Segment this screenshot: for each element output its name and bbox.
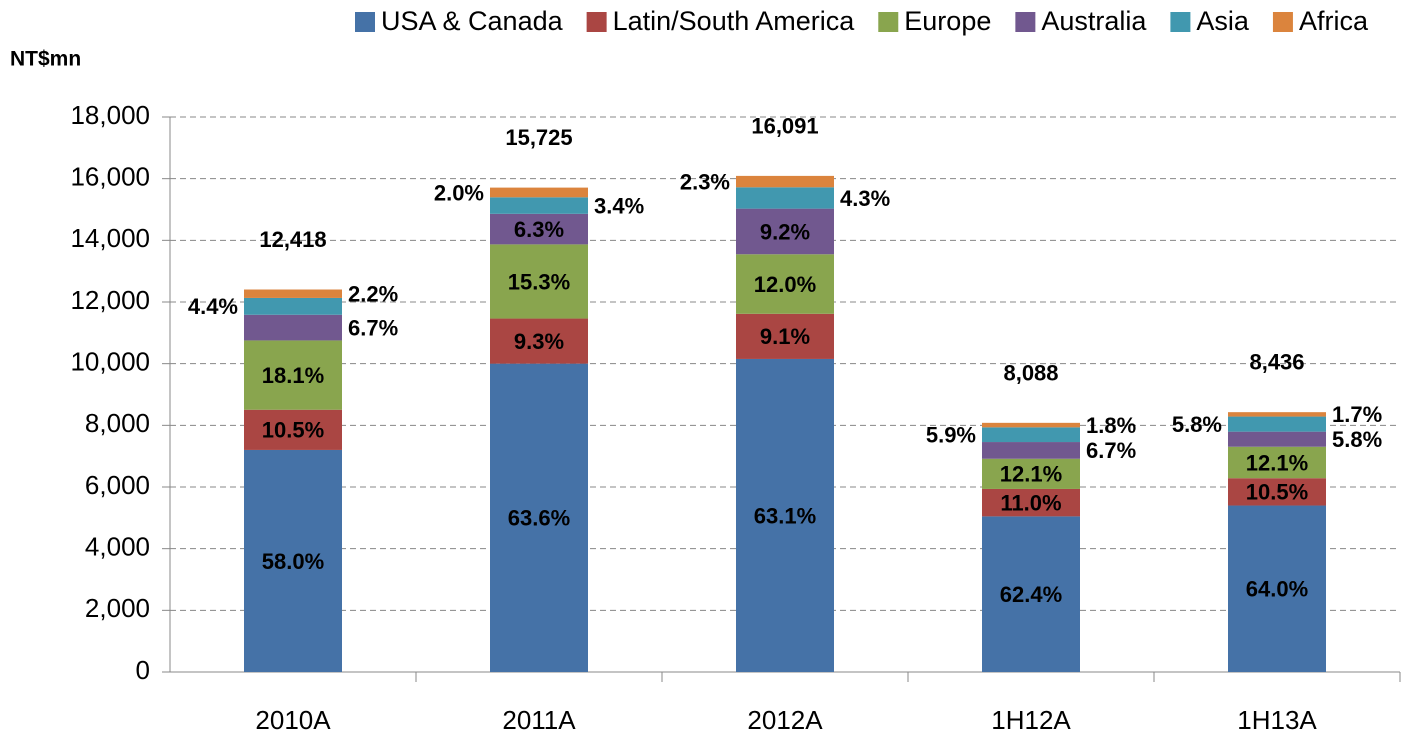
legend-swatch bbox=[1170, 12, 1191, 32]
total-label: 8,436 bbox=[1249, 350, 1304, 375]
data-label: 63.6% bbox=[508, 506, 570, 531]
bar-segment bbox=[244, 314, 342, 341]
bar-segment bbox=[1228, 416, 1326, 432]
data-label: 9.3% bbox=[514, 329, 564, 354]
data-label: 1.7% bbox=[1332, 402, 1382, 427]
legend-label: Asia bbox=[1196, 6, 1250, 36]
data-label: 6.7% bbox=[1086, 438, 1136, 463]
bar-segment bbox=[1228, 412, 1326, 417]
legend-swatch bbox=[1015, 12, 1036, 32]
y-tick-label: 0 bbox=[136, 655, 150, 685]
bar-segment bbox=[736, 358, 834, 672]
bar-segment bbox=[982, 427, 1080, 443]
bar-segment bbox=[736, 313, 834, 359]
data-label: 18.1% bbox=[262, 363, 324, 388]
y-tick-label: 18,000 bbox=[70, 100, 150, 130]
data-label: 6.7% bbox=[348, 315, 398, 340]
bar-segment bbox=[736, 208, 834, 255]
data-label: 10.5% bbox=[262, 418, 324, 443]
data-label: 15.3% bbox=[508, 269, 570, 294]
x-tick-label: 2010A bbox=[255, 705, 331, 734]
data-label: 9.1% bbox=[760, 324, 810, 349]
y-tick-label: 6,000 bbox=[85, 470, 150, 500]
legend-label: Latin/South America bbox=[613, 6, 856, 36]
y-tick-label: 10,000 bbox=[70, 347, 150, 377]
legend-label: Australia bbox=[1041, 6, 1147, 36]
total-label: 16,091 bbox=[751, 114, 818, 139]
data-label: 12.1% bbox=[1246, 450, 1308, 475]
data-label: 1.8% bbox=[1086, 413, 1136, 438]
bar-segment bbox=[982, 516, 1080, 672]
y-tick-label: 14,000 bbox=[70, 223, 150, 253]
bar-segment bbox=[982, 488, 1080, 517]
bar-segment bbox=[490, 197, 588, 214]
legend-swatch bbox=[586, 12, 607, 32]
data-label: 11.0% bbox=[1000, 490, 1061, 515]
bar-segment bbox=[1228, 446, 1326, 479]
data-label: 2.3% bbox=[680, 169, 730, 194]
bar-segment bbox=[736, 254, 834, 314]
bar-segment bbox=[244, 289, 342, 298]
bar-segment bbox=[982, 458, 1080, 489]
data-label: 12.1% bbox=[1000, 462, 1062, 487]
data-label: 58.0% bbox=[262, 549, 324, 574]
bar-segment bbox=[736, 175, 834, 188]
bar-segment bbox=[244, 409, 342, 450]
bar-segment bbox=[490, 213, 588, 245]
total-label: 8,088 bbox=[1003, 360, 1058, 385]
data-label: 2.0% bbox=[434, 180, 484, 205]
data-label: 10.5% bbox=[1246, 480, 1308, 505]
x-tick-label: 1H12A bbox=[991, 705, 1071, 734]
data-label: 63.1% bbox=[754, 503, 816, 528]
bar-segment bbox=[982, 422, 1080, 428]
data-label: 5.9% bbox=[926, 423, 976, 448]
y-tick-label: 4,000 bbox=[85, 532, 150, 562]
x-tick-label: 2011A bbox=[502, 705, 576, 734]
x-tick-label: 1H13A bbox=[1237, 705, 1317, 734]
y-tick-label: 12,000 bbox=[70, 285, 150, 315]
legend-swatch bbox=[1272, 12, 1293, 32]
total-label: 15,725 bbox=[505, 125, 572, 150]
bar-segment bbox=[1228, 431, 1326, 447]
legend-label: Africa bbox=[1299, 6, 1369, 36]
bar-segment bbox=[1228, 505, 1326, 672]
bar-segment bbox=[982, 442, 1080, 459]
bar-segment bbox=[244, 297, 342, 315]
bar-segment bbox=[1228, 478, 1326, 506]
total-label: 12,418 bbox=[259, 227, 326, 252]
data-label: 3.4% bbox=[594, 193, 644, 218]
data-label: 64.0% bbox=[1246, 577, 1308, 602]
y-tick-label: 2,000 bbox=[85, 593, 150, 623]
x-tick-label: 2012A bbox=[747, 705, 823, 734]
data-label: 4.3% bbox=[840, 186, 890, 211]
legend-swatch bbox=[878, 12, 899, 32]
legend-label: USA & Canada bbox=[381, 6, 564, 36]
y-tick-label: 16,000 bbox=[70, 162, 150, 192]
y-tick-label: 8,000 bbox=[85, 408, 150, 438]
legend-swatch bbox=[355, 12, 375, 32]
data-label: 2.2% bbox=[348, 282, 398, 307]
bar-segment bbox=[736, 187, 834, 209]
data-label: 62.4% bbox=[1000, 582, 1062, 607]
bar-segment bbox=[244, 340, 342, 410]
y-axis-label: NT$mn bbox=[10, 48, 81, 71]
bar-segment bbox=[490, 363, 588, 672]
legend-label: Europe bbox=[904, 6, 991, 36]
data-label: 9.2% bbox=[760, 219, 810, 244]
data-label: 6.3% bbox=[514, 217, 564, 242]
bar-segment bbox=[244, 449, 342, 672]
data-label: 5.8% bbox=[1332, 427, 1382, 452]
bar-segment bbox=[490, 318, 588, 364]
data-label: 12.0% bbox=[754, 272, 816, 297]
bar-segment bbox=[490, 244, 588, 319]
bar-segment bbox=[490, 187, 588, 198]
data-label: 5.8% bbox=[1172, 412, 1222, 437]
data-label: 4.4% bbox=[188, 294, 238, 319]
